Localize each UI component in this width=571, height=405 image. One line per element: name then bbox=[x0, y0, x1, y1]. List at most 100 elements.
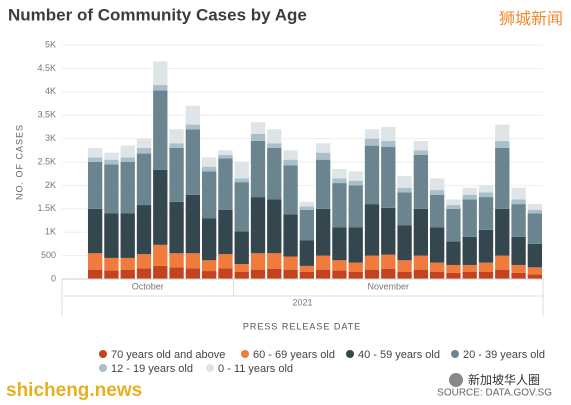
bar-segment bbox=[332, 178, 347, 184]
legend-label: 20 - 39 years old bbox=[463, 349, 545, 361]
bar-segment bbox=[104, 164, 119, 214]
legend-marker bbox=[451, 350, 459, 358]
bar-segment bbox=[267, 268, 282, 279]
bar-segment bbox=[283, 269, 298, 279]
bar-segment bbox=[413, 150, 429, 155]
x-group-label: November bbox=[368, 281, 410, 291]
bar-segment bbox=[348, 227, 363, 263]
bar-segment bbox=[478, 197, 494, 230]
bar-segment bbox=[429, 190, 445, 195]
bar-segment bbox=[250, 140, 266, 198]
bar-segment bbox=[527, 209, 543, 214]
bar-segment bbox=[364, 138, 380, 146]
bar-segment bbox=[381, 254, 396, 269]
bar-segment bbox=[478, 262, 494, 272]
bar-segment bbox=[332, 270, 347, 279]
legend-label: 12 - 19 years old bbox=[111, 363, 193, 375]
bar-segment bbox=[299, 201, 315, 207]
legend-marker bbox=[99, 364, 107, 372]
bar-segment bbox=[169, 129, 184, 144]
bar-segment bbox=[153, 265, 168, 279]
bar-segment bbox=[348, 271, 363, 279]
bar-segment bbox=[283, 165, 298, 215]
bar-segment bbox=[446, 241, 461, 265]
legend-label: 40 - 59 years old bbox=[358, 349, 440, 361]
bar-segment bbox=[495, 208, 510, 256]
bar-segment bbox=[429, 227, 445, 263]
bar-segment bbox=[511, 187, 526, 200]
bar-segment bbox=[397, 176, 412, 188]
bar-segment bbox=[218, 209, 233, 255]
bar-segment bbox=[120, 269, 135, 279]
y-tick-label: 5K bbox=[45, 39, 56, 49]
bar-segment bbox=[218, 268, 233, 279]
bar-segment bbox=[234, 271, 249, 279]
bar-segment bbox=[462, 194, 477, 200]
bar-segment bbox=[201, 271, 217, 279]
bar-segment bbox=[169, 267, 184, 279]
chart-title: Number of Community Cases by Age bbox=[8, 5, 307, 24]
bar-segment bbox=[104, 152, 119, 160]
bar-segment bbox=[104, 270, 119, 279]
bar-segment bbox=[153, 244, 168, 266]
y-tick-label: 4K bbox=[45, 86, 56, 96]
bar-segment bbox=[397, 187, 412, 193]
bar-segment bbox=[153, 90, 168, 170]
bar-segment bbox=[364, 204, 380, 256]
bar-segment bbox=[446, 199, 461, 206]
bar-segment bbox=[234, 182, 249, 232]
bar-segment bbox=[413, 208, 429, 256]
bar-segment bbox=[299, 271, 315, 279]
bar-segment bbox=[397, 225, 412, 261]
bar-segment bbox=[462, 187, 477, 195]
bar-segment bbox=[120, 157, 135, 162]
bar-segment bbox=[136, 147, 152, 154]
bar-segment bbox=[478, 192, 494, 198]
bar-segment bbox=[185, 268, 201, 279]
bar-segment bbox=[462, 264, 477, 272]
legend-marker bbox=[99, 350, 107, 358]
bar-segment bbox=[381, 147, 396, 208]
bar-segment bbox=[153, 169, 168, 245]
bar-segment bbox=[136, 205, 152, 255]
bar-segment bbox=[87, 157, 103, 162]
bar-segment bbox=[201, 218, 217, 261]
bar-segment bbox=[478, 229, 494, 263]
bar-segment bbox=[478, 185, 494, 193]
bar-segment bbox=[364, 269, 380, 279]
bar-segment bbox=[348, 171, 363, 181]
bar-segment bbox=[234, 231, 249, 265]
bar-segment bbox=[136, 268, 152, 279]
bar-segment bbox=[511, 264, 526, 273]
bar-segment bbox=[169, 201, 184, 254]
bar-segment bbox=[511, 199, 526, 205]
bar-segment bbox=[495, 147, 510, 209]
legend-label: 60 - 69 years old bbox=[253, 349, 335, 361]
bar-segment bbox=[315, 255, 331, 270]
bar-segment bbox=[87, 269, 103, 279]
bar-segment bbox=[250, 133, 266, 141]
bar-segment bbox=[283, 159, 298, 166]
bar-segment bbox=[87, 162, 103, 209]
bar-segment bbox=[527, 204, 543, 210]
bar-segment bbox=[381, 268, 396, 279]
bar-segment bbox=[364, 129, 380, 139]
bar-segment bbox=[218, 158, 233, 210]
bar-segment bbox=[429, 194, 445, 228]
bar-segment bbox=[429, 262, 445, 272]
bar-segment bbox=[511, 236, 526, 265]
bar-segment bbox=[267, 199, 282, 254]
bar-segment bbox=[364, 145, 380, 205]
bar-segment bbox=[185, 124, 201, 130]
y-tick-label: 4.5K bbox=[37, 63, 56, 73]
bar-segment bbox=[527, 243, 543, 268]
bar-segment bbox=[283, 214, 298, 257]
y-tick-label: 1K bbox=[45, 227, 56, 237]
bar-segment bbox=[446, 205, 461, 209]
bar-segment bbox=[120, 145, 135, 158]
bar-segment bbox=[218, 150, 233, 155]
bar-segment bbox=[527, 267, 543, 275]
bar-segment bbox=[136, 138, 152, 148]
x-year-label: 2021 bbox=[292, 297, 312, 307]
x-axis-label: PRESS RELEASE DATE bbox=[243, 321, 361, 331]
